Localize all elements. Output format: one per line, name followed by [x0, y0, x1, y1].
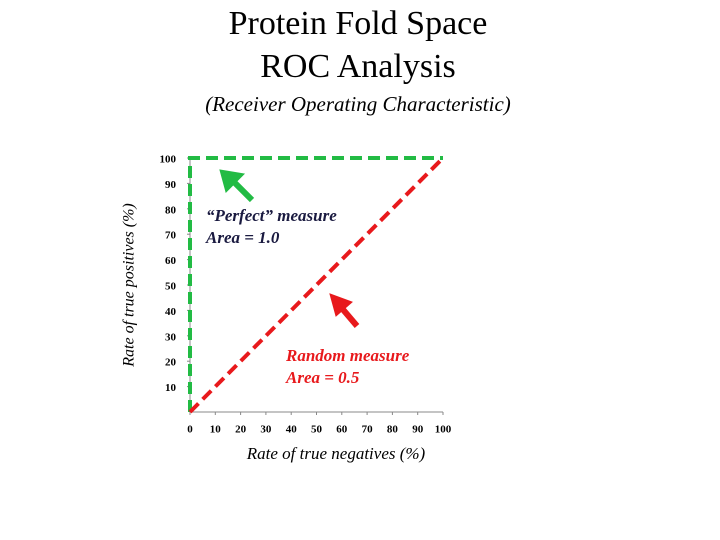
x-tick-label: 10 — [210, 424, 222, 436]
x-tick-label: 100 — [435, 424, 452, 436]
x-tick-label: 90 — [412, 424, 424, 436]
x-tick-label: 40 — [286, 424, 298, 436]
annotation: Area = 1.0 — [205, 228, 280, 247]
x-tick-label: 20 — [235, 424, 247, 436]
x-tick-label: 70 — [362, 424, 374, 436]
y-tick-label: 30 — [165, 331, 177, 343]
annotation: Random measure — [285, 346, 410, 365]
annotation: “Perfect” measure — [206, 206, 337, 225]
x-tick-label: 50 — [311, 424, 323, 436]
chart-title: ROC Analysis — [260, 48, 456, 85]
x-tick-label: 80 — [387, 424, 399, 436]
roc-line — [188, 156, 443, 412]
x-tick-label: 0 — [187, 424, 193, 436]
y-tick-label: 100 — [160, 154, 177, 166]
perfect-arrow — [219, 169, 255, 203]
y-tick-label: 80 — [165, 204, 177, 216]
random-arrow — [329, 293, 360, 328]
x-tick-label: 30 — [260, 424, 272, 436]
chart-title: Protein Fold Space — [229, 5, 488, 42]
x-tick-label: 60 — [336, 424, 348, 436]
roc-line — [188, 156, 445, 414]
chart-subtitle: (Receiver Operating Characteristic) — [205, 92, 511, 116]
y-tick-label: 10 — [165, 382, 177, 394]
y-tick-label: 50 — [165, 281, 177, 293]
y-tick-label: 60 — [165, 255, 177, 267]
y-tick-label: 40 — [165, 306, 177, 318]
y-tick-label: 90 — [165, 179, 177, 191]
x-axis-label: Rate of true negatives (%) — [246, 444, 426, 463]
y-axis-label: Rate of true positives (%) — [121, 203, 138, 368]
y-tick-label: 70 — [165, 230, 177, 242]
y-tick-label: 20 — [165, 357, 177, 369]
annotation: Area = 0.5 — [285, 368, 360, 387]
